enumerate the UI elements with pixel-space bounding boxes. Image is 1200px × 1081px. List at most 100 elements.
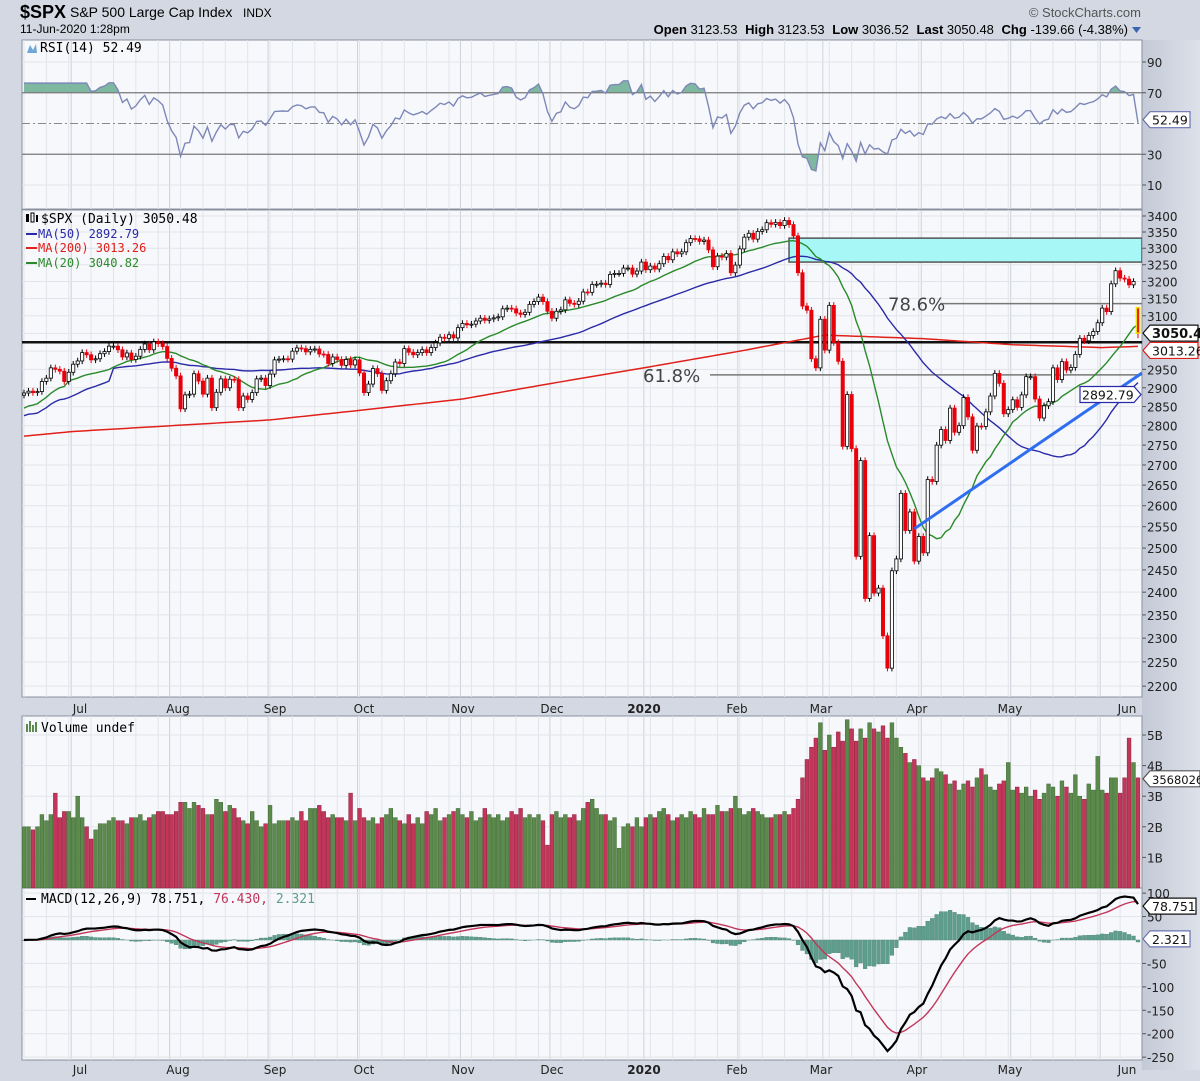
candle-body bbox=[916, 536, 921, 562]
rsi-tick-label: 90 bbox=[1147, 56, 1162, 70]
volume-bar bbox=[263, 823, 268, 889]
candlestick bbox=[697, 235, 702, 245]
candlestick bbox=[178, 372, 183, 413]
macd-histogram-bar bbox=[898, 936, 903, 941]
candle-body bbox=[321, 353, 326, 356]
macd-histogram-bar bbox=[782, 937, 787, 941]
date-tick-label-bottom: Dec bbox=[540, 1063, 563, 1077]
macd-histogram-bar bbox=[724, 939, 729, 945]
candle-body bbox=[652, 265, 657, 270]
candle-body bbox=[124, 352, 129, 358]
callout-box bbox=[1142, 897, 1197, 915]
macd-histogram-bar bbox=[66, 937, 71, 941]
candlestick bbox=[849, 391, 854, 452]
macd-histogram-bar bbox=[616, 937, 622, 941]
candlestick bbox=[957, 422, 962, 436]
macd-histogram-bar bbox=[961, 914, 966, 941]
candle-body bbox=[782, 220, 787, 226]
candle-body bbox=[272, 359, 277, 375]
candle-body bbox=[1033, 376, 1038, 400]
macd-tick-label: -100 bbox=[1147, 981, 1174, 995]
macd-histogram-bar bbox=[599, 938, 604, 941]
volume-bar bbox=[303, 820, 309, 889]
date-tick-label-top: Jul bbox=[72, 702, 87, 716]
candlestick bbox=[357, 356, 362, 377]
macd-histogram-bar bbox=[603, 938, 608, 941]
volume-bar bbox=[142, 820, 147, 889]
volume-bar bbox=[62, 811, 67, 889]
candle-body bbox=[688, 238, 693, 244]
candlestick bbox=[487, 315, 492, 324]
candle-body bbox=[259, 377, 264, 380]
candle-body bbox=[330, 356, 335, 364]
candle-body bbox=[858, 460, 863, 557]
macd-histogram-bar bbox=[688, 938, 693, 941]
candlestick bbox=[39, 378, 44, 395]
macd-histogram-bar bbox=[80, 936, 85, 941]
candle-body bbox=[876, 587, 881, 594]
rsi-panel bbox=[21, 39, 1143, 210]
volume-bar bbox=[710, 814, 716, 889]
volume-bar bbox=[411, 823, 416, 889]
candlestick bbox=[133, 352, 138, 363]
candlestick bbox=[769, 219, 774, 228]
volume-bar bbox=[786, 814, 792, 889]
macd-histogram-bar bbox=[335, 939, 340, 941]
candlestick bbox=[200, 377, 205, 398]
candlestick bbox=[379, 370, 384, 394]
volume-bar bbox=[133, 817, 138, 889]
candlestick bbox=[44, 374, 49, 385]
volume-bar bbox=[1006, 762, 1011, 889]
volume-bar bbox=[867, 722, 872, 889]
candlestick bbox=[192, 370, 197, 398]
candle-body bbox=[572, 302, 577, 305]
volume-bar bbox=[460, 814, 465, 889]
volume-bar bbox=[357, 808, 362, 889]
candle-body bbox=[997, 372, 1002, 384]
candlestick-icon bbox=[26, 212, 38, 223]
candle-body bbox=[957, 425, 962, 433]
candle-body bbox=[1091, 331, 1096, 336]
macd-histogram-bar bbox=[769, 937, 774, 941]
candlestick bbox=[567, 296, 572, 307]
candle-body bbox=[429, 347, 434, 354]
candlestick bbox=[621, 264, 626, 277]
volume-bar bbox=[106, 820, 112, 889]
candle-body bbox=[245, 395, 250, 400]
candle-body bbox=[424, 349, 429, 354]
volume-bar bbox=[992, 789, 997, 889]
candlestick bbox=[523, 309, 528, 318]
macd-histogram-bar bbox=[1001, 931, 1006, 941]
macd-histogram-bar bbox=[138, 939, 143, 942]
macd-histogram-bar bbox=[822, 939, 827, 960]
fib-61-8-label: 61.8% bbox=[643, 366, 700, 387]
candle-body bbox=[375, 368, 380, 375]
price-tick-label: 3350 bbox=[1147, 226, 1178, 240]
date-tick-label-bottom: 2020 bbox=[627, 1063, 660, 1077]
volume-bar bbox=[974, 777, 980, 889]
candle-body bbox=[183, 394, 188, 410]
volume-bar bbox=[236, 817, 241, 889]
macd-histogram-bar bbox=[889, 939, 895, 956]
volume-bar bbox=[840, 740, 845, 889]
candlestick bbox=[934, 441, 939, 485]
volume-bar bbox=[317, 805, 322, 889]
volume-bar bbox=[930, 777, 935, 889]
candle-body bbox=[196, 373, 201, 382]
candlestick bbox=[84, 349, 89, 359]
candlestick bbox=[281, 355, 286, 363]
candlestick bbox=[429, 344, 434, 356]
candlestick bbox=[728, 250, 733, 276]
volume-bar bbox=[549, 814, 555, 889]
candlestick bbox=[93, 355, 98, 364]
macd-histogram-bar bbox=[339, 939, 344, 942]
volume-bar bbox=[1010, 789, 1015, 889]
triangle-down-icon[interactable] bbox=[1132, 27, 1141, 33]
volume-bar bbox=[1055, 795, 1060, 889]
candlestick bbox=[250, 389, 255, 403]
candle-body bbox=[657, 263, 662, 270]
candlestick bbox=[514, 305, 519, 317]
macd-histogram-bar bbox=[903, 931, 908, 941]
callout-value: 2892.79 bbox=[1082, 387, 1134, 402]
volume-bar bbox=[688, 811, 693, 889]
